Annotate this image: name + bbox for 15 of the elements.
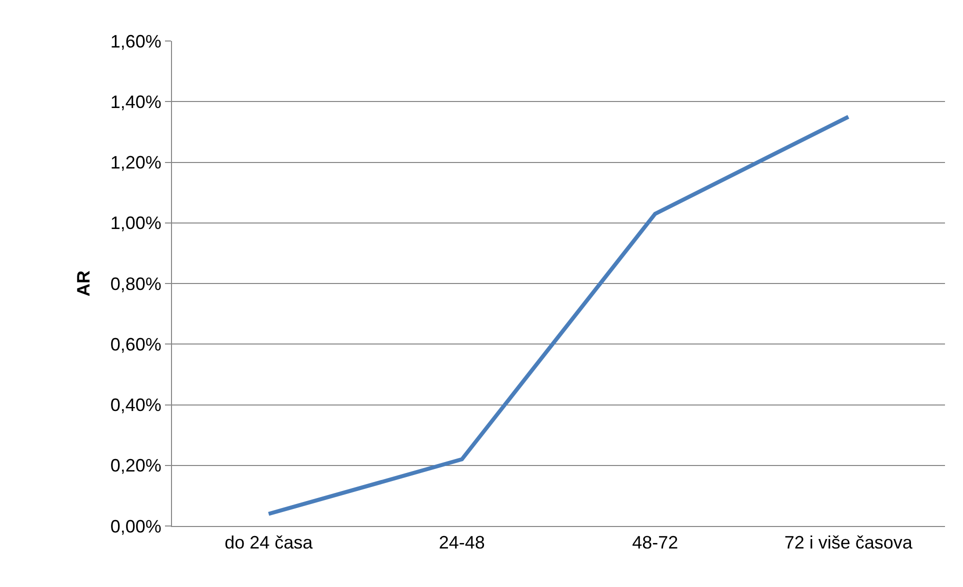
- x-tick-label: 24-48: [438, 532, 485, 553]
- y-tick-label: 1,00%: [110, 213, 162, 234]
- y-tick-label: 1,60%: [110, 31, 162, 52]
- y-tick-label: 0,80%: [110, 274, 162, 294]
- x-tick-label: 48-72: [632, 532, 678, 553]
- y-axis-title: AR: [74, 270, 94, 296]
- y-tick-label: 0,00%: [110, 516, 162, 536]
- y-tick-label: 1,20%: [110, 152, 162, 173]
- x-tick-label: do 24 časa: [224, 532, 314, 553]
- y-tick-label: 0,40%: [110, 395, 162, 416]
- y-tick-label: 1,40%: [110, 92, 162, 112]
- y-tick-label: 0,60%: [110, 334, 162, 354]
- line-series: [266, 114, 850, 516]
- x-tick-label: 72 i više časova: [784, 532, 914, 553]
- y-tick-label: 0,20%: [110, 456, 162, 476]
